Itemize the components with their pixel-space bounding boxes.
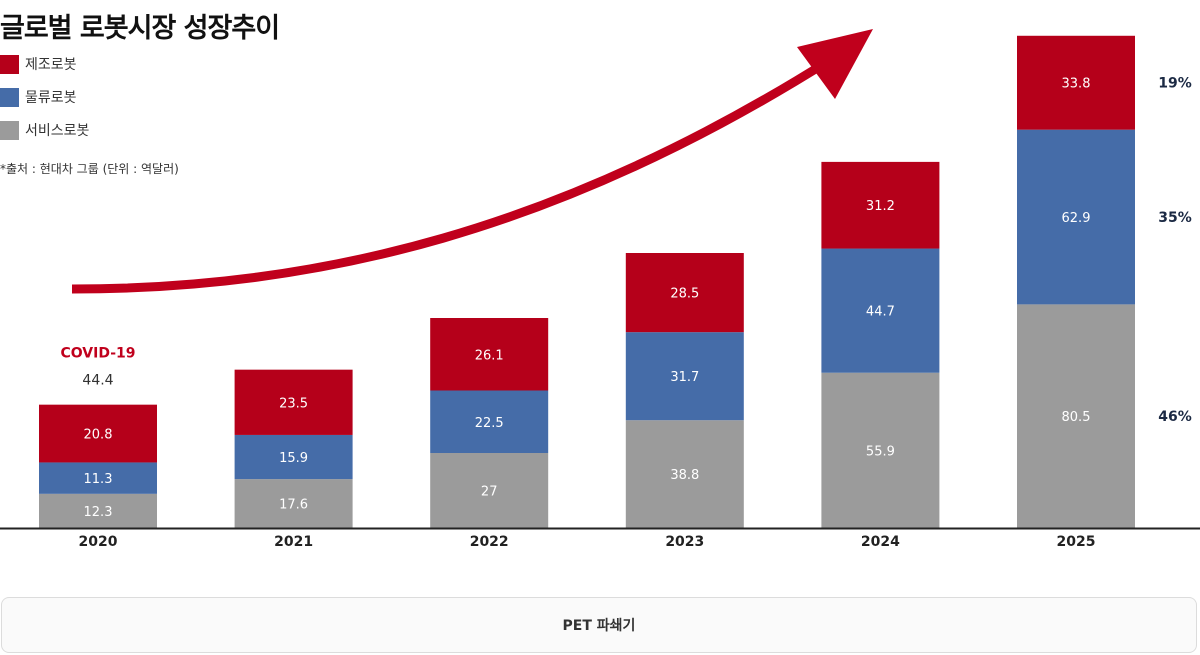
bar-label-logistics-2020: 11.3 (84, 472, 113, 487)
bar-label-logistics-2022: 22.5 (475, 416, 504, 431)
bar-label-service-2022: 27 (481, 485, 498, 500)
bar-manufacturing-2023 (625, 253, 744, 333)
chart-title: 글로벌 로봇시장 성장추이 (0, 13, 280, 44)
bar-label-logistics-2025: 62.9 (1062, 211, 1091, 226)
legend-swatch-service (0, 120, 19, 140)
share-label-logistics: 35% (1158, 210, 1192, 226)
bar-service-2023 (625, 420, 744, 528)
bar-label-logistics-2021: 15.9 (279, 451, 308, 466)
bar-label-service-2025: 80.5 (1062, 410, 1091, 425)
share-label-manufacturing: 19% (1158, 76, 1192, 92)
pet-shredder-button[interactable]: PET 파쇄기 (1, 597, 1197, 653)
x-tick-label-2023: 2023 (665, 534, 704, 550)
source-note: *출처 : 현대차 그룹 (단위 : 역달러) (0, 162, 179, 176)
x-tick-label-2021: 2021 (274, 534, 313, 550)
bar-label-manufacturing-2021: 23.5 (279, 396, 308, 411)
bar-logistics-2021 (234, 434, 353, 480)
bar-manufacturing-2020 (39, 404, 157, 463)
bar-logistics-2020 (39, 462, 157, 494)
bar-manufacturing-2025 (1017, 35, 1135, 130)
bar-label-service-2021: 17.6 (279, 498, 308, 513)
bar-service-2022 (430, 453, 549, 528)
bar-service-2020 (39, 493, 157, 528)
bar-label-service-2020: 12.3 (84, 505, 113, 520)
bar-label-logistics-2024: 44.7 (866, 305, 895, 320)
bar-service-2025 (1017, 304, 1135, 528)
bar-service-2024 (821, 372, 940, 528)
legend-swatch-manufacturing (0, 54, 19, 74)
legend-item-manufacturing: 제조로봇 (0, 54, 89, 74)
bar-manufacturing-2024 (821, 161, 940, 249)
legend-label-service: 서비스로봇 (25, 123, 90, 139)
legend-item-logistics: 물류로봇 (0, 87, 89, 107)
bar-label-manufacturing-2023: 28.5 (670, 287, 699, 302)
bar-logistics-2023 (625, 332, 744, 421)
bar-logistics-2024 (821, 248, 940, 373)
bar-label-manufacturing-2022: 26.1 (475, 348, 504, 363)
bar-label-service-2024: 55.9 (866, 444, 895, 459)
legend-label-logistics: 물류로봇 (25, 90, 77, 106)
bar-label-service-2023: 38.8 (670, 468, 699, 483)
x-tick-label-2024: 2024 (861, 534, 900, 550)
bar-label-manufacturing-2020: 20.8 (84, 428, 113, 443)
total-label-2020: 44.4 (82, 373, 113, 389)
legend-label-manufacturing: 제조로봇 (25, 57, 77, 73)
chart-legend: 제조로봇 물류로봇 서비스로봇 (0, 54, 89, 153)
trend-arrow-head (797, 29, 873, 99)
x-tick-label-2025: 2025 (1057, 534, 1096, 550)
pet-shredder-button-label: PET 파쇄기 (562, 618, 636, 634)
bar-logistics-2022 (430, 390, 549, 453)
bar-label-logistics-2023: 31.7 (670, 370, 699, 385)
stacked-bar-chart: 12.3 11.3 20.8 44.4 COVID-19 2020 17.6 15.9 23.5… (0, 29, 1200, 550)
x-tick-label-2022: 2022 (470, 534, 509, 550)
trend-arrow-line (71, 56, 833, 294)
bar-logistics-2025 (1017, 129, 1135, 305)
x-tick-label-2020: 2020 (79, 534, 118, 550)
bar-service-2021 (234, 479, 353, 528)
bar-manufacturing-2022 (430, 318, 549, 391)
bar-manufacturing-2021 (234, 369, 353, 435)
bar-label-manufacturing-2024: 31.2 (866, 199, 895, 214)
share-label-service: 46% (1158, 409, 1192, 425)
legend-swatch-logistics (0, 87, 19, 107)
bar-label-manufacturing-2025: 33.8 (1062, 77, 1091, 92)
legend-item-service: 서비스로봇 (0, 120, 89, 140)
annotation-2020: COVID-19 (60, 346, 135, 362)
